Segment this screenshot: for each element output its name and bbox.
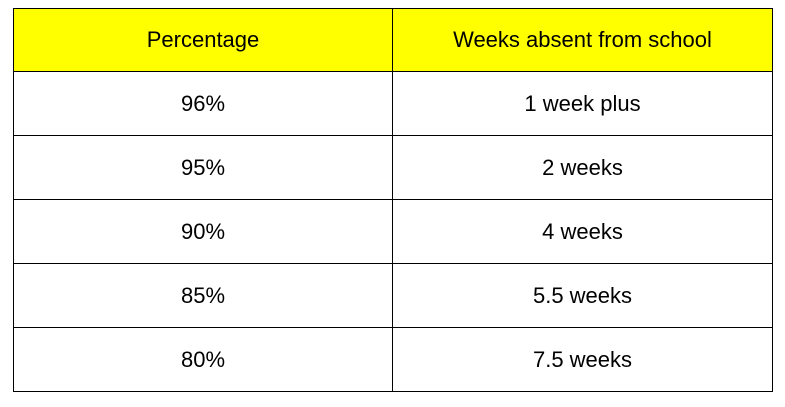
percentage-cell: 80%: [13, 327, 393, 392]
column-header-weeks-absent: Weeks absent from school: [392, 8, 773, 72]
percentage-cell: 96%: [13, 71, 393, 136]
table-row: 85% 5.5 weeks: [13, 263, 773, 328]
weeks-absent-cell: 1 week plus: [392, 71, 773, 136]
percentage-cell: 95%: [13, 135, 393, 200]
weeks-absent-cell: 7.5 weeks: [392, 327, 773, 392]
percentage-cell: 90%: [13, 199, 393, 264]
weeks-absent-cell: 4 weeks: [392, 199, 773, 264]
table-row: 96% 1 week plus: [13, 71, 773, 136]
weeks-absent-cell: 2 weeks: [392, 135, 773, 200]
attendance-table: Percentage Weeks absent from school 96% …: [13, 8, 773, 392]
weeks-absent-cell: 5.5 weeks: [392, 263, 773, 328]
table-row: 95% 2 weeks: [13, 135, 773, 200]
table-row: 90% 4 weeks: [13, 199, 773, 264]
table-row: 80% 7.5 weeks: [13, 327, 773, 392]
column-header-percentage: Percentage: [13, 8, 393, 72]
table-header-row: Percentage Weeks absent from school: [13, 8, 773, 72]
percentage-cell: 85%: [13, 263, 393, 328]
